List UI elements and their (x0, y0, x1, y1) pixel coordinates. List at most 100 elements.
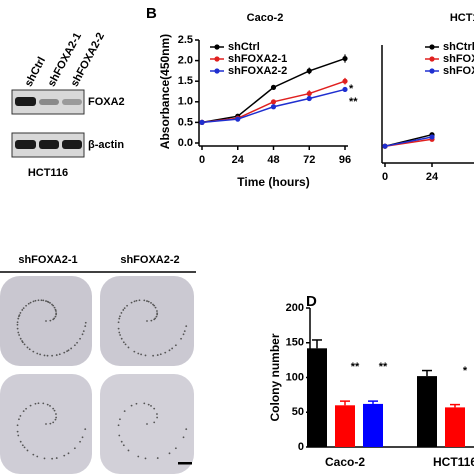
colony-dot (46, 403, 49, 406)
colony-dot (22, 410, 25, 413)
colony-dot (84, 321, 87, 324)
colony-dot (70, 347, 73, 350)
x-axis-label: Time (hours) (237, 175, 309, 189)
colony-dot (153, 304, 156, 307)
colony-dot (120, 312, 123, 314)
colony-dot (54, 418, 57, 421)
y-tick-label: 2.5 (178, 34, 193, 46)
panel-label: D (306, 293, 317, 310)
colony-dot (82, 330, 85, 333)
colony-dot (133, 300, 136, 303)
marker (342, 78, 348, 84)
colony-dot (152, 303, 154, 306)
colony-dot (117, 327, 120, 330)
colony-dot (171, 347, 174, 350)
colony-dot (153, 421, 156, 424)
bar (307, 348, 327, 447)
colony-dot (37, 402, 40, 405)
legend-label: shFOXA2-2 (443, 65, 474, 77)
colony-dot (25, 304, 27, 307)
colony-dot (118, 434, 121, 437)
colony-dot (27, 302, 30, 305)
marker (235, 116, 241, 122)
colony-dot (123, 410, 126, 413)
colony-dot (119, 334, 122, 336)
annotation: ** (379, 361, 388, 373)
colony-dot (52, 421, 55, 424)
colony-dot (43, 457, 46, 460)
annotation: * (349, 83, 354, 95)
colony-dot (155, 315, 158, 318)
colony-dot (127, 449, 130, 452)
colony-dot (168, 349, 171, 352)
colony-dot (79, 440, 81, 443)
protein-label: FOXA2 (88, 96, 125, 108)
y-axis-label: Colony number (268, 333, 282, 421)
colony-dot (156, 354, 159, 356)
marker (342, 86, 348, 93)
colony-dot (120, 440, 123, 443)
colony-dot (55, 413, 57, 415)
marker (199, 119, 205, 125)
colony-dot (150, 319, 153, 322)
colony-dot (137, 352, 140, 355)
colony-dot (137, 455, 140, 458)
colony-dot (37, 299, 40, 302)
colony-dot (143, 299, 146, 302)
colony-dot (39, 353, 42, 356)
colony-dot (55, 313, 58, 316)
legend-marker (429, 56, 435, 62)
colony-dot (168, 452, 171, 455)
colony-dot (36, 352, 39, 355)
colony-dot (127, 346, 130, 349)
band (62, 140, 82, 149)
y-tick-label: 0.5 (178, 116, 193, 128)
y-tick-label: 1.5 (178, 75, 193, 87)
colony-dot (130, 301, 133, 304)
legend-label: shFOXA2-1 (443, 53, 474, 65)
colony-dot (119, 418, 121, 421)
colony-dot (17, 331, 20, 334)
x-tick-label: Caco-2 (325, 455, 365, 469)
colony-dot (81, 436, 84, 439)
legend-marker (214, 56, 220, 62)
colony-dot (146, 423, 148, 425)
colony-dot (140, 353, 143, 356)
colony-dot (17, 317, 20, 320)
colony-dot (32, 453, 35, 456)
colony-dot (49, 422, 52, 425)
colony-dot (16, 321, 19, 324)
marker (306, 95, 312, 102)
colony-dot (180, 337, 182, 340)
colony-dot (159, 353, 162, 356)
colony-dot (156, 413, 158, 415)
band (15, 140, 36, 149)
bar (445, 407, 465, 447)
legend-marker (214, 44, 220, 50)
colony-dot (146, 320, 148, 322)
colony-dot (144, 457, 147, 460)
colony-dot (32, 300, 35, 303)
y-tick-label: 50 (292, 406, 304, 418)
colony-dot (156, 416, 159, 419)
colony-dot (52, 407, 55, 410)
y-tick-label: 0.0 (178, 137, 193, 149)
colony-dot (55, 354, 58, 356)
colony-dot (34, 402, 37, 405)
colony-dot (67, 452, 70, 455)
colony-dot (42, 402, 45, 405)
x-tick-label: 96 (339, 154, 351, 166)
colony-dot (28, 348, 31, 351)
colony-dot (25, 407, 27, 410)
colony-dot (143, 402, 146, 405)
colony-dot (122, 341, 125, 344)
band (15, 97, 36, 106)
colony-dot (79, 337, 81, 340)
colony-dot (42, 299, 45, 302)
colony-dot (147, 403, 150, 406)
y-tick-label: 0 (298, 441, 304, 453)
colony-dot (124, 343, 127, 346)
legend-label: shCtrl (443, 41, 474, 53)
marker (270, 84, 277, 90)
colony-dot (34, 299, 37, 302)
